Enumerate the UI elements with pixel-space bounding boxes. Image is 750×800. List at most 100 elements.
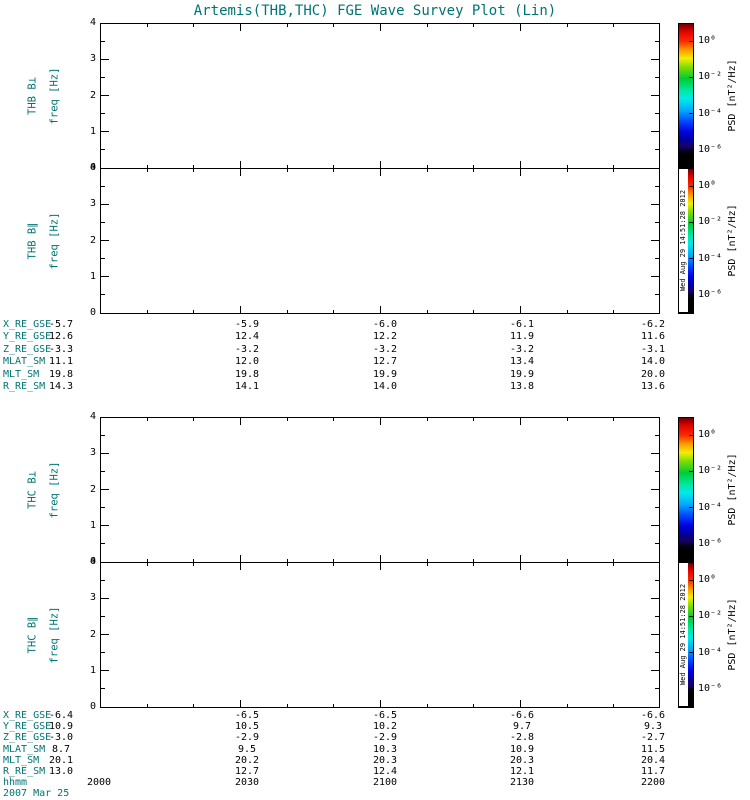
x-major-tick xyxy=(520,306,521,313)
x-major-tick xyxy=(659,418,660,425)
x-minor-tick xyxy=(426,558,428,562)
x-minor-tick xyxy=(193,563,195,566)
y-tick-label: 1 xyxy=(89,270,96,282)
y-minor-tick xyxy=(655,543,659,545)
ephemeris-value: 12.4 xyxy=(234,331,260,343)
y-major-tick xyxy=(101,276,109,278)
x-major-tick xyxy=(659,700,660,707)
x-major-tick xyxy=(100,555,101,562)
colorbar-tick-label: 10⁻⁶ xyxy=(698,288,723,300)
ephemeris-value: -6.0 xyxy=(372,319,398,330)
y-major-tick xyxy=(651,312,659,314)
colorbar-tick-label: 10⁻² xyxy=(698,71,723,83)
x-minor-tick xyxy=(426,309,428,313)
ephemeris-value: -3.0 xyxy=(48,732,74,744)
x-minor-tick xyxy=(426,563,428,566)
colorbar-axis-label: PSD [nT²/Hz] xyxy=(726,453,738,526)
ephemeris-value: 9.5 xyxy=(237,743,257,755)
x-minor-tick xyxy=(473,309,475,313)
ephemeris-row-label: Z_RE_GSE xyxy=(3,343,52,355)
y-minor-tick xyxy=(101,470,105,472)
y-minor-tick xyxy=(101,113,105,115)
y-major-tick xyxy=(101,312,109,314)
ephemeris-value: 10.9 xyxy=(48,721,74,733)
freq-axis-label: freq [Hz] xyxy=(48,606,60,663)
y-major-tick xyxy=(101,670,109,672)
ephemeris-value: 20.2 xyxy=(234,754,260,766)
x-major-tick xyxy=(380,24,381,31)
x-minor-tick xyxy=(193,309,195,313)
colorbar-tick xyxy=(689,113,693,115)
ephemeris-value: -2.7 xyxy=(640,732,666,744)
y-major-tick xyxy=(101,240,109,241)
x-major-tick xyxy=(659,24,660,31)
ephemeris-value: 2100 xyxy=(372,777,398,789)
x-major-tick xyxy=(520,161,521,168)
x-minor-tick xyxy=(613,309,615,313)
y-minor-tick xyxy=(655,470,659,472)
ephemeris-row-label: X_RE_GSE xyxy=(3,710,52,721)
ephemeris-value: 2130 xyxy=(509,777,535,789)
render-timestamp-watermark: Wed Aug 29 14:51:28 2012 xyxy=(678,169,688,312)
x-minor-tick xyxy=(613,563,615,566)
y-minor-tick xyxy=(655,258,659,260)
ephemeris-value: 10.5 xyxy=(234,721,260,733)
ephemeris-value: 19.8 xyxy=(48,368,74,380)
colorbar-tick-label: 10⁰ xyxy=(698,574,717,586)
x-major-tick xyxy=(100,563,101,570)
x-minor-tick xyxy=(333,169,335,172)
colorbar-tick xyxy=(689,258,693,260)
x-major-tick xyxy=(520,24,521,31)
ephemeris-value: -5.9 xyxy=(234,319,260,330)
ephemeris-value: 20.1 xyxy=(48,754,74,766)
colorbar-tick xyxy=(689,579,693,581)
ephemeris-value: 11.1 xyxy=(48,356,74,368)
spectrogram-panel-thc-bperp xyxy=(100,417,660,563)
x-minor-tick xyxy=(146,24,148,27)
y-minor-tick xyxy=(655,507,659,509)
x-major-tick xyxy=(240,161,241,168)
ephemeris-value: 20.0 xyxy=(640,368,666,380)
x-minor-tick xyxy=(613,558,615,562)
ephemeris-value: 20.4 xyxy=(640,754,666,766)
y-major-tick xyxy=(651,634,659,635)
y-major-tick xyxy=(651,670,659,672)
ephemeris-row-label: Y_RE_GSE xyxy=(3,721,52,733)
ephemeris-value: 2000 xyxy=(86,777,112,789)
x-minor-tick xyxy=(566,418,568,421)
ephemeris-value: 19.9 xyxy=(372,368,398,380)
x-major-tick xyxy=(520,555,521,562)
ephemeris-value: 20.3 xyxy=(509,754,535,766)
y-minor-tick xyxy=(655,434,659,436)
colorbar-tick xyxy=(689,615,693,617)
panel-label-thc-bpar: THC B∥ xyxy=(26,616,38,653)
y-major-tick xyxy=(101,416,109,418)
ephemeris-value: 19.9 xyxy=(509,368,535,380)
colorbar-thb-bperp xyxy=(678,23,694,169)
ephemeris-row-label: R_RE_SM xyxy=(3,381,46,392)
x-minor-tick xyxy=(146,563,148,566)
x-minor-tick xyxy=(566,169,568,172)
x-minor-tick xyxy=(333,558,335,562)
x-minor-tick xyxy=(566,558,568,562)
ephemeris-value: 2200 xyxy=(640,777,666,789)
y-tick-label: 2 xyxy=(89,483,96,495)
colorbar-axis-label: PSD [nT²/Hz] xyxy=(726,59,738,132)
ephemeris-value: -3.2 xyxy=(372,343,398,355)
y-minor-tick xyxy=(655,615,659,617)
y-tick-label: 4 xyxy=(89,17,96,28)
y-major-tick xyxy=(651,452,659,454)
ephemeris-value: -6.4 xyxy=(48,710,74,721)
x-minor-tick xyxy=(286,164,288,168)
y-major-tick xyxy=(651,706,659,708)
panel-label-thc-bperp: THC B⊥ xyxy=(26,470,38,509)
x-major-tick xyxy=(240,306,241,313)
ephemeris-row-label: Z_RE_GSE xyxy=(3,732,52,744)
y-tick-label: 3 xyxy=(89,198,96,210)
x-minor-tick xyxy=(333,164,335,168)
y-minor-tick xyxy=(101,543,105,545)
ephemeris-value: 12.4 xyxy=(372,766,398,777)
colorbar-tick xyxy=(689,294,693,296)
panel-label-thb-bperp: THB B⊥ xyxy=(26,76,38,115)
colorbar-tick xyxy=(689,76,693,78)
